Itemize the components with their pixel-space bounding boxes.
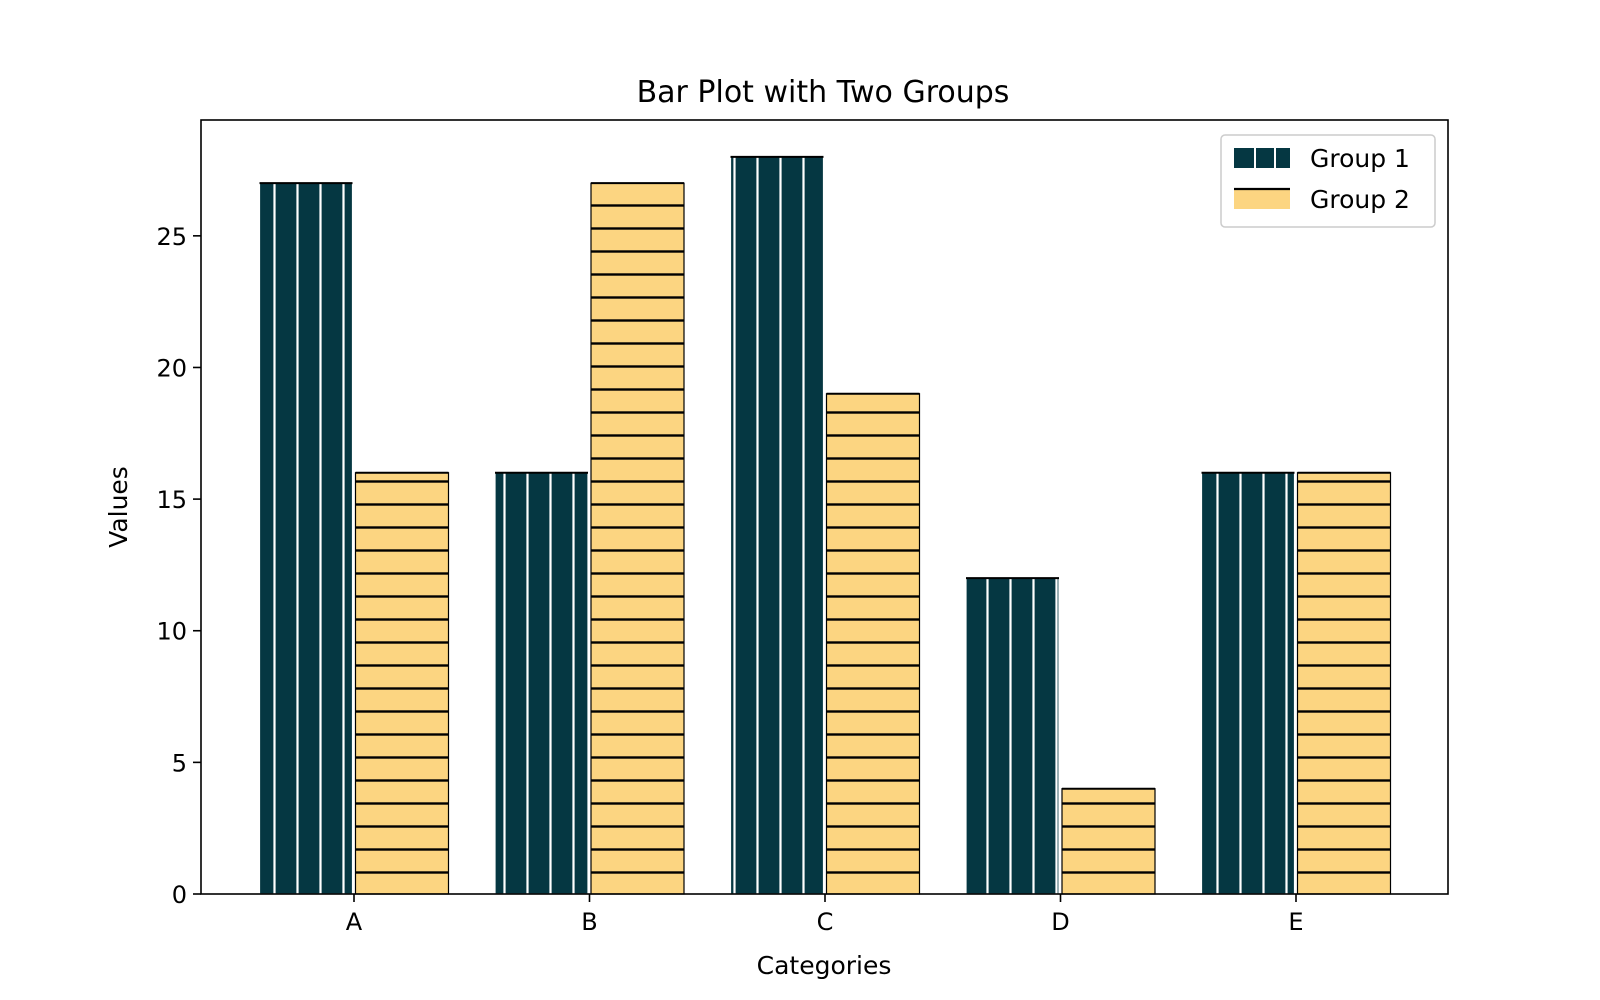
y-tick-label: 15	[156, 486, 187, 514]
x-axis: A B C D E	[346, 894, 1304, 936]
legend-swatch-group-2	[1234, 189, 1290, 209]
x-tick-label: E	[1288, 908, 1303, 936]
legend: Group 1 Group 2	[1220, 134, 1436, 228]
y-tick-label: 0	[172, 881, 187, 909]
bar-group-1-b	[494, 472, 589, 895]
bar-group-2-e	[1296, 472, 1392, 895]
bar-group-1-c	[729, 156, 825, 895]
bar-group-1-e	[1200, 472, 1296, 895]
y-axis-label: Values	[104, 466, 133, 548]
x-axis-label: Categories	[757, 951, 892, 980]
y-axis: 0 5 10 15 20 25	[156, 223, 201, 909]
x-tick-label: C	[817, 908, 834, 936]
bar-group-1-a	[258, 182, 354, 895]
x-tick-label: D	[1051, 908, 1069, 936]
legend-label-group-2: Group 2	[1310, 185, 1410, 214]
y-tick-label: 25	[156, 223, 187, 251]
bar-group-1-d	[965, 577, 1060, 895]
chart-title: Bar Plot with Two Groups	[637, 75, 1010, 110]
bar-group-2-b	[590, 182, 685, 895]
x-tick-label: B	[581, 908, 597, 936]
legend-swatch-group-1	[1234, 148, 1290, 168]
bar-group-2-d	[1061, 788, 1156, 895]
legend-label-group-1: Group 1	[1310, 144, 1410, 173]
bar-group-2-c	[825, 393, 921, 895]
bar-group-2-a	[354, 472, 450, 895]
y-tick-label: 5	[172, 749, 187, 777]
y-tick-label: 10	[156, 618, 187, 646]
x-tick-label: A	[346, 908, 363, 936]
y-tick-label: 20	[156, 354, 187, 382]
bars-layer	[258, 155, 1392, 895]
